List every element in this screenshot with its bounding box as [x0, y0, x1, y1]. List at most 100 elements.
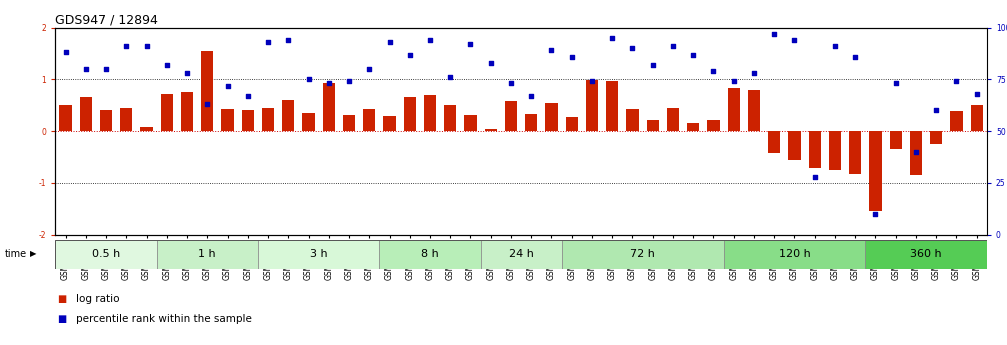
- Point: [544, 48, 560, 53]
- Text: ▶: ▶: [30, 249, 36, 258]
- Bar: [748, 90, 760, 131]
- Point: [847, 54, 863, 59]
- Bar: [262, 108, 274, 131]
- Point: [362, 66, 378, 72]
- Bar: [364, 109, 376, 131]
- Point: [564, 54, 580, 59]
- Bar: [59, 105, 71, 131]
- Point: [969, 91, 985, 97]
- Bar: [242, 110, 254, 131]
- Point: [199, 101, 215, 107]
- Point: [644, 62, 661, 68]
- Bar: [562, 240, 724, 269]
- Point: [949, 79, 965, 84]
- Bar: [930, 131, 943, 144]
- Bar: [302, 113, 314, 131]
- Bar: [322, 83, 334, 131]
- Bar: [120, 108, 132, 131]
- Point: [138, 43, 154, 49]
- Bar: [788, 131, 801, 159]
- Bar: [869, 131, 881, 211]
- Bar: [646, 120, 659, 131]
- Bar: [484, 129, 496, 131]
- Text: 360 h: 360 h: [910, 249, 942, 259]
- Text: 3 h: 3 h: [310, 249, 327, 259]
- Bar: [343, 115, 355, 131]
- Text: 0.5 h: 0.5 h: [92, 249, 120, 259]
- Point: [300, 77, 316, 82]
- Bar: [728, 88, 740, 131]
- Point: [482, 60, 498, 66]
- Bar: [971, 105, 983, 131]
- Text: ■: ■: [57, 294, 66, 304]
- Point: [685, 52, 701, 57]
- Bar: [687, 123, 699, 131]
- Point: [159, 62, 175, 68]
- Bar: [526, 114, 538, 131]
- Point: [260, 39, 276, 45]
- Bar: [849, 131, 861, 174]
- Text: log ratio: log ratio: [76, 294, 119, 304]
- Point: [179, 70, 195, 76]
- Point: [766, 31, 782, 37]
- Bar: [667, 108, 679, 131]
- Text: 24 h: 24 h: [509, 249, 534, 259]
- Point: [320, 81, 336, 86]
- Bar: [181, 92, 193, 131]
- Bar: [424, 95, 436, 131]
- Point: [928, 108, 945, 113]
- Point: [827, 43, 843, 49]
- Bar: [480, 240, 562, 269]
- Point: [341, 79, 357, 84]
- Point: [604, 35, 620, 41]
- Bar: [829, 131, 841, 170]
- Point: [462, 41, 478, 47]
- Bar: [384, 116, 396, 131]
- Point: [78, 66, 94, 72]
- Point: [98, 66, 114, 72]
- Bar: [889, 131, 902, 149]
- Point: [280, 37, 296, 43]
- Bar: [258, 240, 380, 269]
- Bar: [161, 94, 173, 131]
- Point: [908, 149, 924, 155]
- Bar: [157, 240, 258, 269]
- Bar: [865, 240, 987, 269]
- Point: [786, 37, 803, 43]
- Text: time: time: [5, 249, 27, 258]
- Bar: [201, 51, 213, 131]
- Bar: [809, 131, 821, 168]
- Text: 120 h: 120 h: [778, 249, 811, 259]
- Bar: [586, 80, 598, 131]
- Text: 72 h: 72 h: [630, 249, 656, 259]
- Bar: [505, 101, 517, 131]
- Point: [240, 93, 256, 99]
- Bar: [380, 240, 480, 269]
- Bar: [546, 103, 558, 131]
- Bar: [444, 105, 456, 131]
- Point: [807, 174, 823, 179]
- Point: [746, 70, 762, 76]
- Point: [118, 43, 134, 49]
- Point: [665, 43, 681, 49]
- Bar: [768, 131, 780, 153]
- Point: [584, 79, 600, 84]
- Point: [442, 75, 458, 80]
- Point: [706, 68, 722, 74]
- Bar: [910, 131, 922, 175]
- Point: [422, 37, 438, 43]
- Point: [502, 81, 519, 86]
- Bar: [282, 100, 294, 131]
- Bar: [606, 81, 618, 131]
- Bar: [626, 109, 638, 131]
- Text: 8 h: 8 h: [421, 249, 439, 259]
- Point: [402, 52, 418, 57]
- Bar: [140, 127, 153, 131]
- Text: percentile rank within the sample: percentile rank within the sample: [76, 314, 252, 324]
- Point: [888, 81, 904, 86]
- Bar: [464, 115, 476, 131]
- Bar: [404, 98, 416, 131]
- Text: 1 h: 1 h: [198, 249, 217, 259]
- Bar: [724, 240, 865, 269]
- Point: [57, 50, 74, 55]
